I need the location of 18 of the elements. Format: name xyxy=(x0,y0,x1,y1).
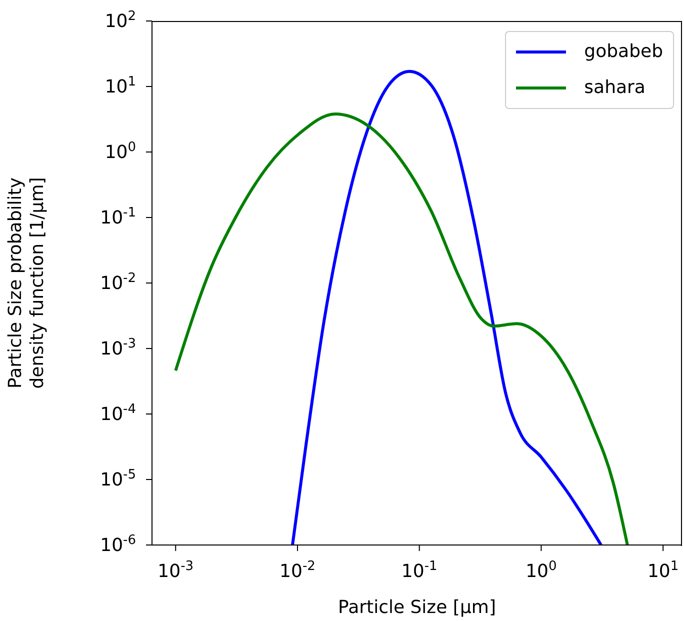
x-tick-label: 10$^{0}$ xyxy=(526,558,557,582)
y-tick-label: 10$^{-2}$ xyxy=(100,270,136,294)
y-tick-label: 10$^{-3}$ xyxy=(100,336,136,360)
y-tick-label: 10$^{0}$ xyxy=(104,140,136,163)
y-tick-label: 10$^{-6}$ xyxy=(100,532,136,556)
y-axis-title: Particle Size probability density function [1/μm] xyxy=(5,177,48,389)
legend-label: sahara xyxy=(584,76,646,100)
x-tick-label: 10$^{-2}$ xyxy=(280,558,316,582)
legend-label: gobabeb xyxy=(584,40,663,64)
y-tick-label: 10$^{-5}$ xyxy=(100,467,136,490)
x-axis-title: Particle Size [μm] xyxy=(338,597,496,618)
y-tick-label: 10$^{1}$ xyxy=(104,74,136,98)
y-tick-label: 10$^{-4}$ xyxy=(100,402,136,425)
x-tick-label: 10$^{-3}$ xyxy=(158,558,194,582)
y-tick-label: 10$^{2}$ xyxy=(104,8,136,32)
x-tick-label: 10$^{1}$ xyxy=(647,558,679,582)
x-tick-label: 10$^{-1}$ xyxy=(401,558,438,582)
y-tick-label: 10$^{-1}$ xyxy=(100,205,136,228)
